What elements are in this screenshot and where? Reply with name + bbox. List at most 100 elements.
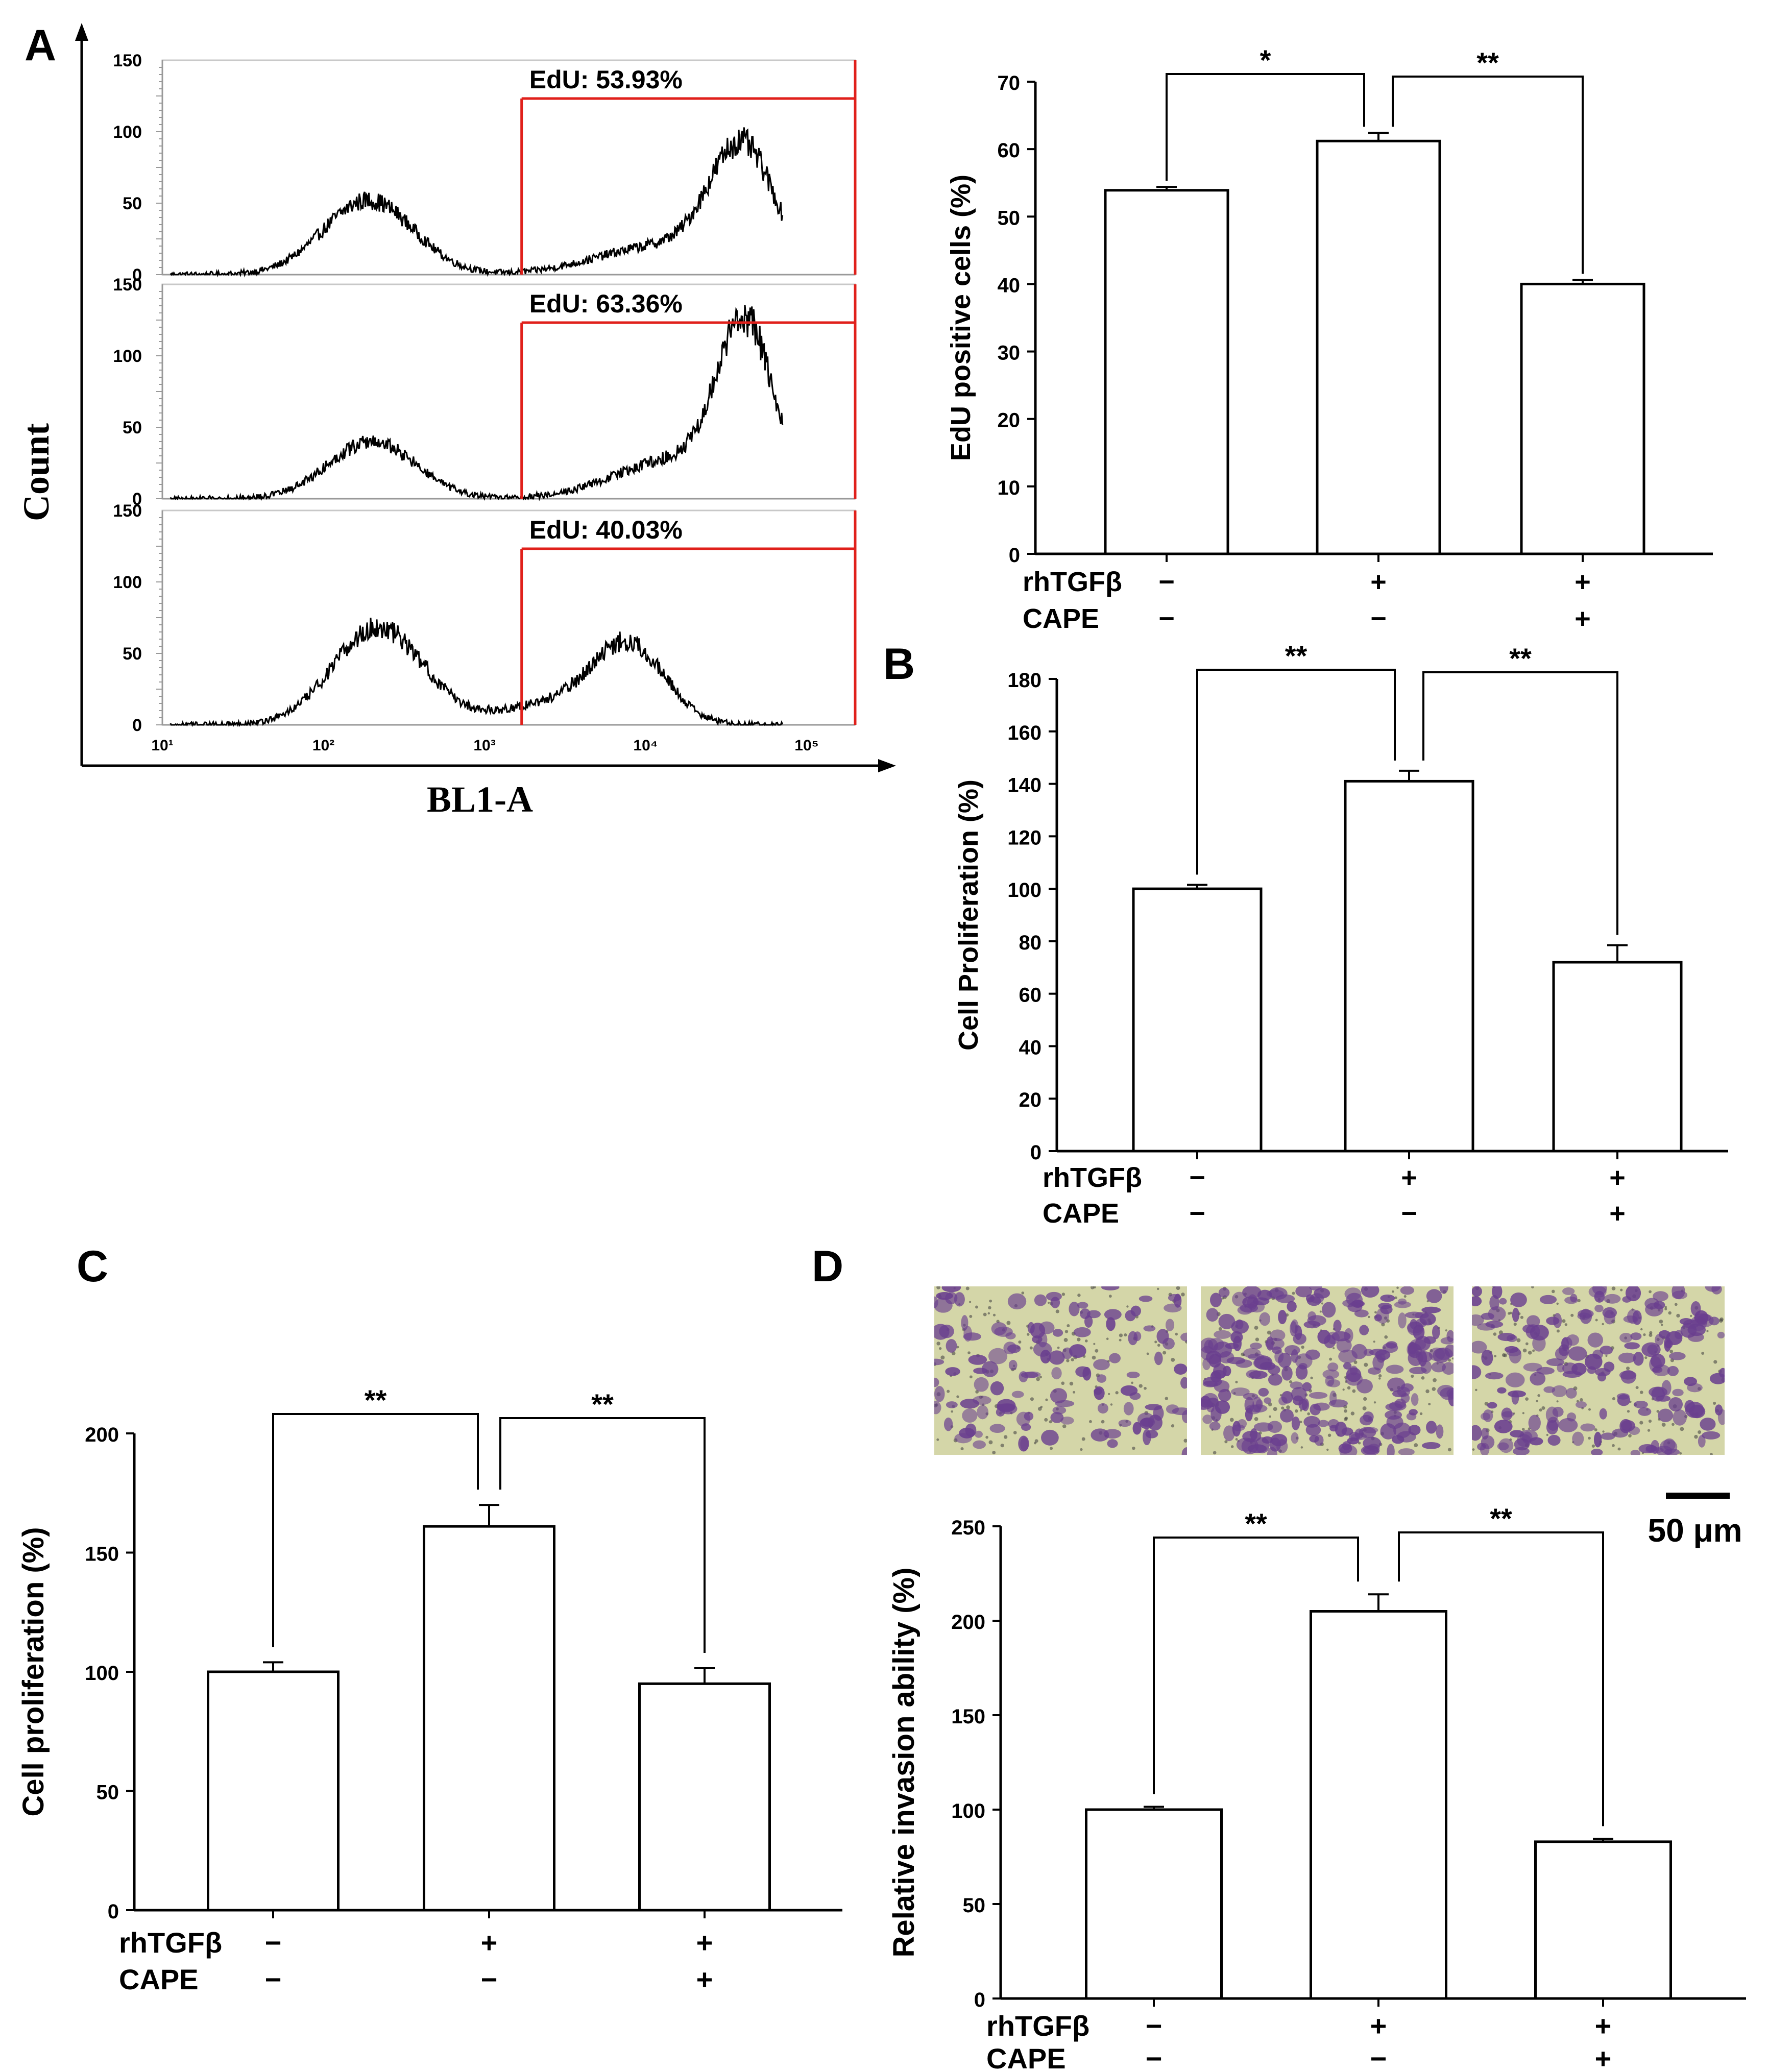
- micrograph-pore: [1171, 1424, 1175, 1428]
- y-tick-label: 60: [1019, 984, 1042, 1007]
- micrograph-cell: [1599, 1408, 1607, 1420]
- bar: [1344, 779, 1474, 1153]
- micrograph-pore: [1539, 1408, 1542, 1412]
- micrograph-pore: [1139, 1384, 1143, 1388]
- micrograph-pore: [1171, 1357, 1175, 1362]
- micrograph-cell: [989, 1424, 1005, 1433]
- micrograph-pore: [1447, 1448, 1451, 1452]
- significance-bracket: [272, 1413, 479, 1647]
- micrograph-pore: [936, 1342, 940, 1346]
- micrograph-cell: [934, 1377, 939, 1387]
- micrograph-pore: [939, 1347, 942, 1350]
- histogram-trace: [169, 127, 784, 278]
- micrograph-cell: [1203, 1376, 1222, 1387]
- micrograph-cell: [1389, 1401, 1407, 1411]
- micrograph-pore: [1425, 1389, 1430, 1394]
- micrograph-pore: [1062, 1424, 1067, 1428]
- histogram-panel: 0 50 100 150 EdU: 53.93%: [113, 51, 857, 285]
- micrograph-cell: [1333, 1320, 1342, 1332]
- micrograph-pore: [1013, 1431, 1017, 1434]
- micrograph-cell: [973, 1440, 986, 1449]
- micrograph-pore: [1384, 1335, 1388, 1339]
- micrograph-cell: [1338, 1349, 1358, 1363]
- micrograph-cell: [1717, 1331, 1725, 1338]
- micrograph-cell: [1481, 1412, 1491, 1421]
- micrograph-cell: [981, 1361, 999, 1377]
- histogram-y-tick-label: 100: [113, 123, 142, 142]
- micrograph-cell: [1258, 1387, 1269, 1397]
- micrograph-pore: [1077, 1294, 1081, 1297]
- bar: [1520, 282, 1645, 555]
- micrograph-pore: [1556, 1400, 1559, 1403]
- micrograph-cell: [1211, 1370, 1226, 1379]
- micrograph-cell: [1328, 1399, 1348, 1408]
- micrograph-pore: [1659, 1320, 1663, 1324]
- micrograph-cell: [1622, 1296, 1632, 1303]
- micrograph-cell: [1208, 1354, 1222, 1368]
- micrograph-cell: [1104, 1309, 1122, 1320]
- micrograph-cell: [1052, 1329, 1063, 1337]
- micrograph-cell: [1145, 1430, 1158, 1439]
- micrograph-cell: [994, 1326, 1013, 1337]
- y-tick-label: 0: [108, 1900, 119, 1923]
- micrograph-cell: [1344, 1328, 1353, 1343]
- micrograph-pore: [1672, 1423, 1675, 1426]
- micrograph-cell: [1052, 1406, 1067, 1415]
- y-tick-label: 200: [951, 1611, 985, 1634]
- micrograph-pore: [1522, 1348, 1527, 1353]
- histogram-x-tick-label: 10¹: [151, 737, 173, 754]
- micrograph-cell: [1504, 1346, 1519, 1353]
- micrograph-pore: [1701, 1352, 1705, 1355]
- micrograph-cell: [1472, 1365, 1482, 1379]
- micrograph-pore: [1352, 1389, 1356, 1393]
- micrograph-pore: [1229, 1418, 1234, 1422]
- micrograph-cell: [934, 1358, 944, 1366]
- micrograph-pore: [1344, 1417, 1348, 1420]
- micrograph-cell: [1250, 1343, 1262, 1350]
- micrograph-cell: [1046, 1291, 1062, 1301]
- micrograph-cell: [1278, 1309, 1287, 1325]
- count-axis-title: Count: [16, 423, 57, 521]
- significance-bracket: [1196, 669, 1396, 875]
- micrograph-cell: [1213, 1341, 1232, 1358]
- micrograph-cell: [1487, 1402, 1497, 1409]
- histogram-y-tick-label: 150: [113, 51, 142, 70]
- micrograph-cell: [1664, 1448, 1680, 1455]
- y-tick-label: 100: [1007, 879, 1042, 901]
- treatment-sign: −: [1370, 2042, 1387, 2072]
- micrograph-pore: [1235, 1380, 1238, 1383]
- micrograph-cell: [1700, 1418, 1716, 1431]
- micrograph-cell: [1376, 1307, 1389, 1324]
- micrograph-cell: [1672, 1286, 1685, 1299]
- micrograph-pore: [969, 1375, 973, 1379]
- micrograph-pore: [969, 1301, 972, 1303]
- micrograph-cell: [1153, 1405, 1164, 1421]
- micrograph-cell: [1295, 1286, 1313, 1298]
- micrograph-cell: [1363, 1427, 1378, 1433]
- micrograph-cell: [1249, 1404, 1268, 1413]
- micrograph-pore: [1411, 1374, 1414, 1378]
- gate-label: EdU: 53.93%: [529, 65, 683, 94]
- bl1a-axis-arrowhead: [878, 759, 896, 772]
- micrograph-cell: [1546, 1358, 1565, 1367]
- micrograph-cell: [1630, 1450, 1640, 1455]
- micrograph-cell: [1616, 1393, 1630, 1400]
- micrograph-cell: [1011, 1391, 1024, 1398]
- micrograph-cell: [941, 1286, 961, 1293]
- y-tick-label: 40: [998, 274, 1021, 297]
- micrograph-pore: [936, 1286, 940, 1289]
- micrograph-cell: [1587, 1332, 1603, 1348]
- y-tick-label: 0: [974, 1989, 985, 2011]
- micrograph-pore: [1050, 1447, 1053, 1450]
- micrograph-pore: [1049, 1420, 1052, 1424]
- micrograph-cell: [1051, 1367, 1062, 1380]
- micrograph-pore: [1224, 1440, 1228, 1444]
- panel-label-c: C: [77, 1242, 108, 1291]
- histogram-panel: 0 50 100 150 EdU: 40.03%: [113, 501, 857, 735]
- micrograph-pore: [1222, 1297, 1224, 1300]
- significance-bracket: [1392, 76, 1584, 274]
- micrograph-cell: [1209, 1422, 1221, 1431]
- y-tick-label: 40: [1019, 1036, 1042, 1059]
- micrograph-pore: [1307, 1412, 1311, 1416]
- micrograph-pore: [1254, 1417, 1258, 1421]
